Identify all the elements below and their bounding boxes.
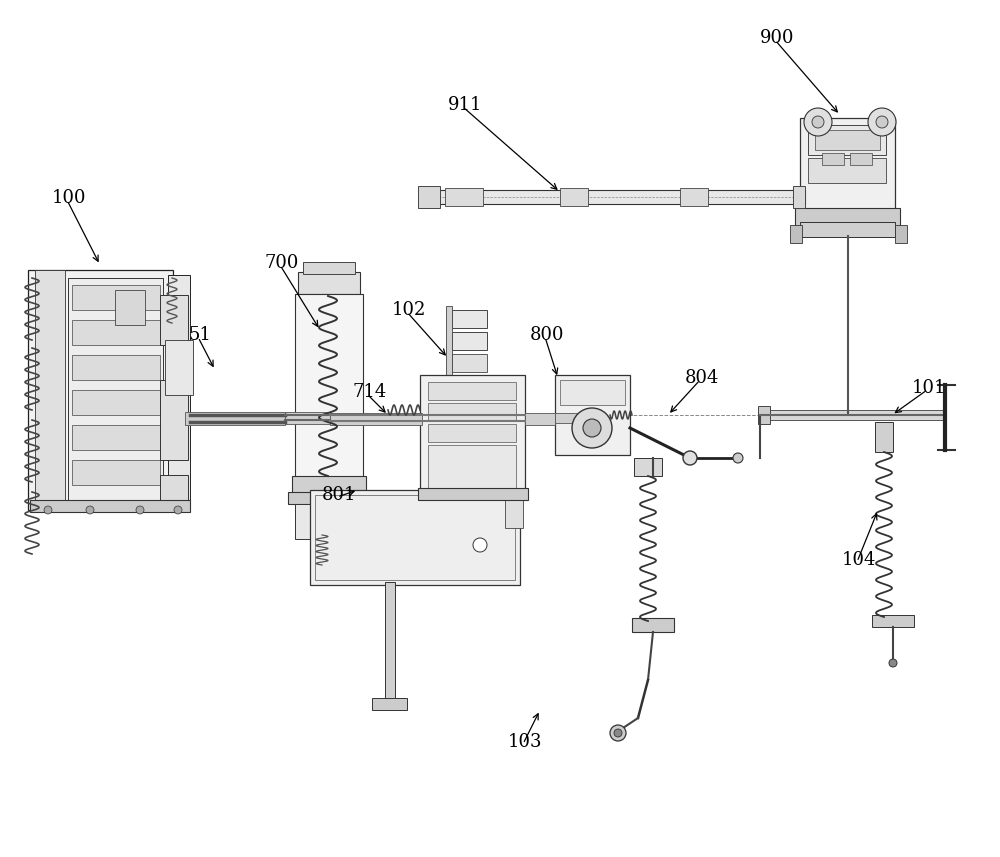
Bar xyxy=(292,476,366,494)
Bar xyxy=(808,158,886,183)
Bar xyxy=(285,412,330,424)
Bar xyxy=(372,698,407,710)
Bar xyxy=(505,498,523,528)
Bar xyxy=(525,413,555,425)
Bar xyxy=(185,412,285,425)
Circle shape xyxy=(572,408,612,448)
Bar xyxy=(428,424,516,442)
Bar xyxy=(295,504,363,539)
Text: 100: 100 xyxy=(52,189,87,207)
Circle shape xyxy=(614,729,622,737)
Bar xyxy=(452,332,487,350)
Bar xyxy=(800,222,895,237)
Bar xyxy=(385,582,395,702)
Text: 102: 102 xyxy=(392,301,426,319)
Bar xyxy=(298,272,360,294)
Bar xyxy=(315,495,515,580)
Bar xyxy=(288,492,370,504)
Bar xyxy=(445,188,483,206)
Text: 700: 700 xyxy=(265,254,299,272)
Bar xyxy=(872,615,914,627)
Bar xyxy=(795,208,900,226)
Text: 804: 804 xyxy=(685,369,719,387)
Text: 800: 800 xyxy=(530,326,564,344)
Circle shape xyxy=(683,451,697,465)
Text: 103: 103 xyxy=(508,733,542,751)
Bar xyxy=(875,422,893,452)
Bar xyxy=(760,410,945,420)
Bar xyxy=(35,270,65,510)
Circle shape xyxy=(733,453,743,463)
Bar xyxy=(72,285,160,310)
Bar xyxy=(790,225,802,243)
Text: 801: 801 xyxy=(322,486,356,504)
Bar xyxy=(418,186,440,208)
Circle shape xyxy=(876,116,888,128)
Bar xyxy=(160,380,188,460)
Bar xyxy=(310,562,348,572)
Bar xyxy=(72,355,160,380)
Bar xyxy=(160,475,188,500)
Bar xyxy=(560,188,588,206)
Bar xyxy=(303,262,355,274)
Bar xyxy=(330,413,422,425)
Bar xyxy=(168,275,190,505)
Bar xyxy=(446,306,452,376)
Circle shape xyxy=(86,506,94,514)
Circle shape xyxy=(889,659,897,667)
Bar xyxy=(418,488,528,500)
Bar xyxy=(822,153,844,165)
Text: 101: 101 xyxy=(912,379,946,397)
Bar xyxy=(420,375,525,490)
Circle shape xyxy=(473,538,487,552)
Bar xyxy=(800,118,895,213)
Text: 714: 714 xyxy=(352,383,386,401)
Bar xyxy=(420,190,805,204)
Circle shape xyxy=(174,506,182,514)
Bar xyxy=(310,490,520,585)
Text: 900: 900 xyxy=(760,29,794,47)
Bar xyxy=(632,618,674,632)
Bar xyxy=(758,406,770,424)
Bar xyxy=(555,413,585,423)
Bar xyxy=(72,390,160,415)
Bar xyxy=(793,186,805,208)
Bar xyxy=(850,153,872,165)
Bar xyxy=(72,460,160,485)
Bar xyxy=(72,320,160,345)
Bar xyxy=(295,294,363,479)
Bar xyxy=(634,458,662,476)
Bar xyxy=(240,414,288,423)
Bar xyxy=(428,382,516,400)
Bar xyxy=(30,500,190,512)
Circle shape xyxy=(804,108,832,136)
Text: 104: 104 xyxy=(842,551,876,569)
Circle shape xyxy=(136,506,144,514)
Bar xyxy=(680,188,708,206)
Circle shape xyxy=(812,116,824,128)
Bar xyxy=(428,403,516,421)
Bar xyxy=(808,125,886,155)
Circle shape xyxy=(610,725,626,741)
Bar xyxy=(815,130,880,150)
Bar xyxy=(560,380,625,405)
Bar xyxy=(428,445,516,490)
Bar xyxy=(160,295,188,345)
Bar xyxy=(165,340,193,395)
Bar xyxy=(68,278,163,503)
Circle shape xyxy=(868,108,896,136)
Text: 911: 911 xyxy=(448,96,482,114)
Bar xyxy=(72,425,160,450)
Bar xyxy=(28,270,173,510)
Text: 51: 51 xyxy=(188,326,211,344)
Bar xyxy=(115,290,145,325)
Circle shape xyxy=(583,419,601,437)
Bar xyxy=(452,354,487,372)
Bar xyxy=(452,310,487,328)
Bar xyxy=(895,225,907,243)
Bar xyxy=(555,375,630,455)
Circle shape xyxy=(44,506,52,514)
